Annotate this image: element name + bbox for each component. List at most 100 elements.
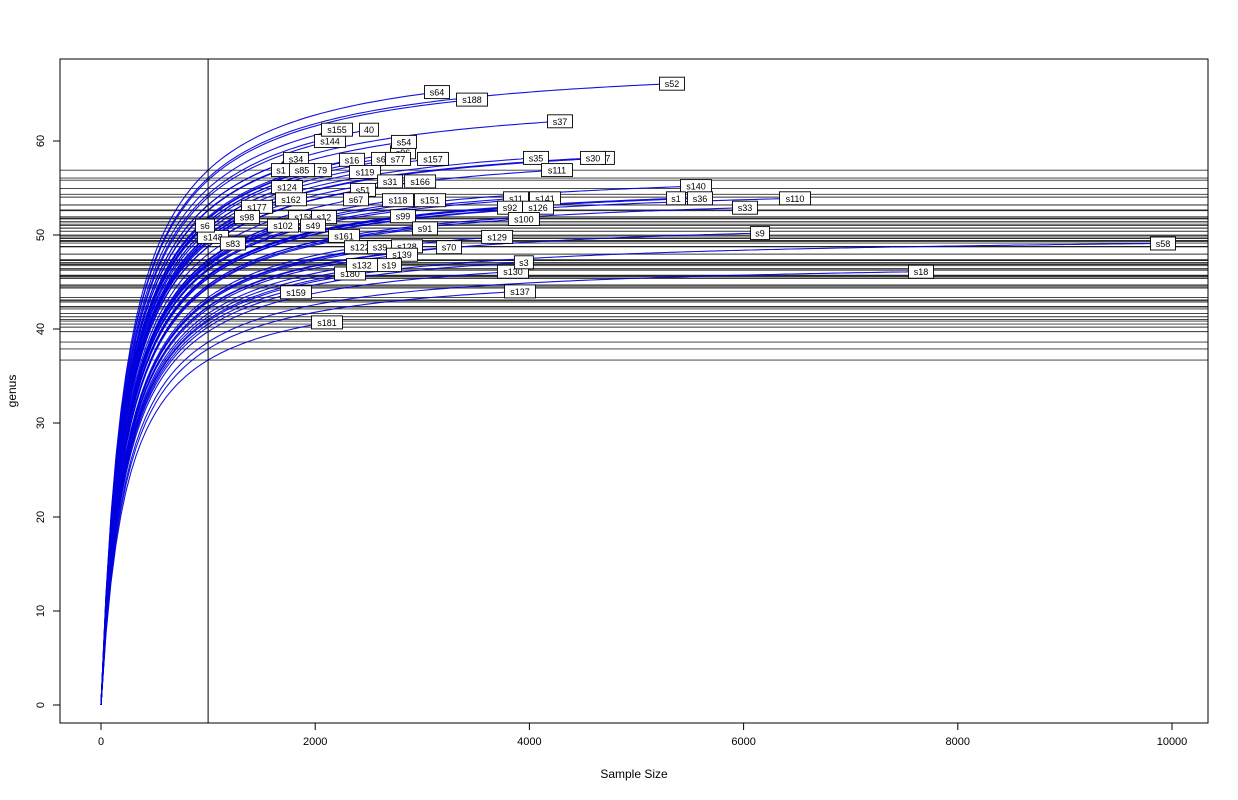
rarefaction-curve xyxy=(100,235,331,706)
curve-label-box xyxy=(328,228,360,243)
curve-label-box xyxy=(275,192,307,207)
curve-label: s141 xyxy=(535,194,555,204)
curve-label: s180 xyxy=(340,269,360,279)
curve-label-box xyxy=(504,284,536,299)
rarefaction-curve xyxy=(100,242,1153,706)
rarefaction-curve xyxy=(100,254,389,706)
x-tick-label: 2000 xyxy=(303,736,327,748)
curve-label: s49 xyxy=(306,221,321,231)
x-axis-title: Sample Size xyxy=(600,767,668,781)
curve-label: s11 xyxy=(509,194,523,204)
rarefaction-curve xyxy=(100,91,428,706)
curve-label: s155 xyxy=(327,125,347,135)
curve-label-fragment: s6 xyxy=(376,154,386,164)
curve-label: s119 xyxy=(356,168,375,178)
rarefaction-curve xyxy=(100,232,753,706)
curve-label: s33 xyxy=(738,203,753,213)
plot-box xyxy=(59,58,1209,724)
curve-label-box xyxy=(507,212,540,226)
curve-label-box xyxy=(541,163,573,178)
rarefaction-curve xyxy=(100,243,223,706)
curve-label-box xyxy=(1150,236,1176,251)
curve-label: s30 xyxy=(586,153,601,163)
curve-label-box xyxy=(390,209,416,224)
curve-label: s85 xyxy=(295,166,310,176)
curve-label: s122 xyxy=(350,243,370,253)
curve-label: s100 xyxy=(514,215,534,225)
y-tick-label: 50 xyxy=(35,229,47,241)
x-tick-label: 6000 xyxy=(731,736,755,748)
curve-label: s31 xyxy=(383,177,398,187)
curve-label-fragment: s1 xyxy=(276,166,286,176)
y-axis-title: genus xyxy=(5,375,19,408)
curve-label-box xyxy=(417,151,449,166)
curve-label-box xyxy=(195,218,215,233)
curve-label: s158 xyxy=(294,213,314,223)
curve-label: s83 xyxy=(226,239,241,249)
curve-label-box xyxy=(580,150,606,165)
curve-label: s77 xyxy=(391,154,406,164)
rarefaction-curve xyxy=(100,207,525,706)
curve-label-box xyxy=(311,315,343,330)
x-tick-label: 0 xyxy=(98,736,104,748)
x-tick-label: 10000 xyxy=(1157,736,1188,748)
curve-label-box xyxy=(289,163,315,178)
curve-label-fragment: 79 xyxy=(317,166,327,176)
curve-label: s151 xyxy=(420,196,440,206)
curve-label-box xyxy=(385,151,411,166)
rarefaction-curve xyxy=(100,271,500,706)
curve-label-box xyxy=(382,193,414,208)
curve-label-box xyxy=(349,165,381,179)
curve-label: s181 xyxy=(317,318,337,328)
rarefaction-curve xyxy=(100,215,393,706)
curve-label: s162 xyxy=(281,195,301,205)
rarefaction-curve xyxy=(100,291,507,706)
curve-label: s19 xyxy=(382,261,397,271)
y-tick-label: 20 xyxy=(35,511,47,523)
curve-label-box xyxy=(436,240,462,255)
curve-label: s177 xyxy=(247,202,267,212)
y-tick-label: 10 xyxy=(35,605,47,617)
curve-label-fragment: 7 xyxy=(605,153,610,163)
rarefaction-curve xyxy=(100,218,511,706)
curve-label: s98 xyxy=(240,213,255,223)
curve-label: s144 xyxy=(320,137,340,147)
y-tick-label: 60 xyxy=(35,135,47,147)
curve-label-box xyxy=(219,236,246,251)
curve-label: s67 xyxy=(349,195,364,205)
rarefaction-curve xyxy=(100,83,662,706)
curve-label: s166 xyxy=(410,177,430,187)
curve-label-box xyxy=(412,221,438,236)
curve-label-box xyxy=(659,76,685,91)
curve-label-box xyxy=(687,191,713,206)
rarefaction-curve xyxy=(100,129,324,706)
curve-label-box xyxy=(377,174,404,189)
curve-label: s52 xyxy=(665,79,680,89)
curve-label: s110 xyxy=(786,194,805,204)
curve-label: s58 xyxy=(1156,239,1171,249)
curve-label-box xyxy=(456,92,488,107)
rarefaction-curve xyxy=(100,247,348,706)
curve-label-box xyxy=(386,247,418,262)
curve-label: s16 xyxy=(345,155,360,165)
curve-label-box xyxy=(732,200,758,215)
curve-label: s37 xyxy=(553,117,568,127)
curve-label: s36 xyxy=(693,194,708,204)
curve-label: s54 xyxy=(397,137,412,147)
curve-label: s35 xyxy=(529,153,544,163)
curve-label: s161 xyxy=(334,231,354,241)
curve-label-box xyxy=(547,114,573,129)
curve-label: s118 xyxy=(389,196,408,206)
curve-label: s126 xyxy=(528,203,548,213)
curve-label: s99 xyxy=(396,212,411,222)
curve-label: s91 xyxy=(418,224,433,234)
curve-label: s139 xyxy=(392,250,412,260)
rarefaction-curve xyxy=(100,207,735,706)
curve-label: s51 xyxy=(356,185,371,195)
curve-label: s111 xyxy=(548,166,566,176)
curve-label: s9 xyxy=(755,229,765,239)
curve-label: s130 xyxy=(503,267,523,277)
rarefaction-curves-group xyxy=(100,83,1153,706)
curve-label-fragment: s1 xyxy=(671,194,681,204)
